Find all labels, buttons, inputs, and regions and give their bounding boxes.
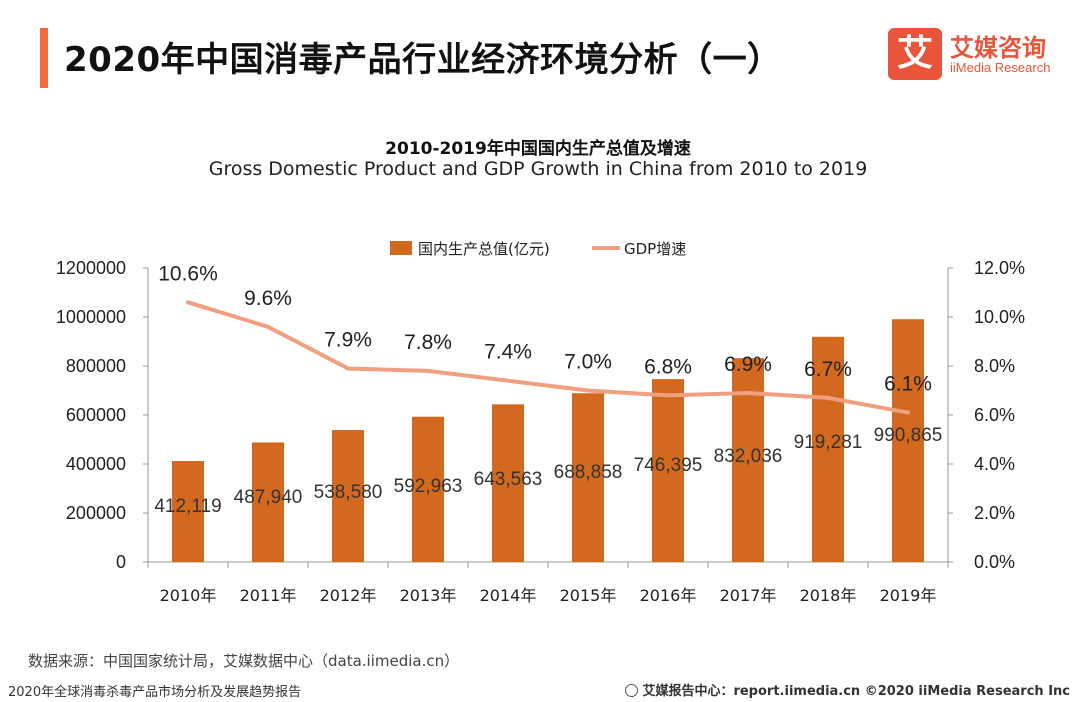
growth-point bbox=[266, 324, 270, 329]
gdp-bar bbox=[892, 319, 924, 562]
gdp-bar-label: 832,036 bbox=[714, 446, 783, 467]
left-axis-tick-label: 200000 bbox=[66, 503, 126, 523]
gdp-bar-label: 538,580 bbox=[314, 482, 383, 503]
growth-point bbox=[666, 393, 670, 398]
gdp-bar bbox=[652, 379, 684, 562]
x-axis-tick-label: 2016年 bbox=[640, 586, 697, 605]
chart-title: 2010-2019年中国国内生产总值及增速 bbox=[385, 139, 691, 159]
gdp-bar-label: 919,281 bbox=[794, 432, 863, 453]
gdp-bar-label: 688,858 bbox=[554, 462, 623, 483]
gdp-bar-label: 412,119 bbox=[154, 496, 221, 517]
x-axis-tick-label: 2018年 bbox=[800, 586, 857, 605]
right-axis-tick-label: 10.0% bbox=[974, 307, 1025, 327]
globe-icon bbox=[625, 684, 639, 697]
gdp-bar bbox=[572, 393, 604, 562]
growth-label: 7.9% bbox=[324, 328, 372, 351]
x-axis-tick-label: 2010年 bbox=[160, 586, 217, 605]
title-accent-bar bbox=[40, 28, 48, 88]
growth-label: 7.0% bbox=[564, 351, 612, 374]
growth-point bbox=[826, 395, 830, 400]
page-title: 2020年中国消毒产品行业经济环境分析（一） bbox=[64, 40, 782, 80]
gdp-bar bbox=[252, 442, 284, 562]
left-axis-tick-label: 400000 bbox=[66, 454, 126, 474]
x-axis-tick-label: 2017年 bbox=[720, 586, 777, 605]
growth-label: 7.8% bbox=[404, 331, 452, 354]
growth-point bbox=[426, 368, 430, 373]
growth-point bbox=[746, 390, 750, 395]
right-axis-tick-label: 12.0% bbox=[974, 258, 1025, 278]
growth-point bbox=[586, 388, 590, 393]
growth-label: 6.9% bbox=[724, 353, 772, 376]
growth-line bbox=[187, 300, 909, 415]
gdp-chart: 0 200000 400000 600000 800000 1000000 1200000 0… bbox=[56, 240, 1025, 605]
right-axis-tick-label: 6.0% bbox=[974, 405, 1015, 425]
left-axis-tick-label: 1000000 bbox=[56, 307, 126, 327]
brand-logo: 艾 艾媒咨询 iiMedia Research bbox=[888, 28, 1058, 82]
gdp-bar-label: 746,395 bbox=[634, 455, 703, 476]
legend-label-gdp: 国内生产总值(亿元) bbox=[418, 240, 550, 258]
gdp-bar bbox=[332, 430, 364, 562]
x-axis-tick-label: 2011年 bbox=[240, 586, 297, 605]
left-axis-tick-label: 600000 bbox=[66, 405, 126, 425]
x-axis-tick-label: 2013年 bbox=[400, 586, 457, 605]
left-axis-tick-label: 800000 bbox=[66, 356, 126, 376]
x-axis-tick-label: 2015年 bbox=[560, 586, 617, 605]
left-axis-tick-label: 1200000 bbox=[56, 258, 126, 278]
logo-name-en: iiMedia Research bbox=[950, 60, 1051, 75]
data-source: 数据来源：中国国家统计局，艾媒数据中心（data.iimedia.cn） bbox=[28, 652, 460, 670]
left-axis-tick-label: 0 bbox=[116, 552, 126, 572]
right-axis-tick-label: 4.0% bbox=[974, 454, 1015, 474]
right-axis-tick-label: 8.0% bbox=[974, 356, 1015, 376]
gdp-bar-label: 990,865 bbox=[874, 425, 943, 446]
growth-label: 6.8% bbox=[644, 355, 692, 378]
gdp-bar-label: 592,963 bbox=[394, 476, 463, 497]
growth-label: 6.7% bbox=[804, 358, 852, 381]
x-axis-tick-label: 2014年 bbox=[480, 586, 537, 605]
gdp-bar-label: 487,940 bbox=[234, 487, 303, 508]
legend-label-growth: GDP增速 bbox=[624, 240, 686, 258]
logo-mark: 艾 bbox=[888, 28, 942, 80]
growth-point bbox=[186, 300, 190, 305]
gdp-bar bbox=[172, 461, 204, 562]
gdp-bar bbox=[812, 336, 844, 562]
growth-point bbox=[906, 410, 910, 415]
chart-subtitle: Gross Domestic Product and GDP Growth in… bbox=[208, 158, 868, 180]
growth-point bbox=[506, 378, 510, 383]
growth-point bbox=[346, 366, 350, 371]
legend-swatch-gdp bbox=[390, 241, 412, 255]
footer-credit: 艾媒报告中心：report.iimedia.cn ©2020 iiMedia R… bbox=[625, 680, 1070, 699]
right-axis-tick-label: 2.0% bbox=[974, 503, 1015, 523]
logo-name-cn: 艾媒咨询 bbox=[950, 34, 1046, 62]
right-axis-tick-label: 0.0% bbox=[974, 552, 1015, 572]
growth-label: 6.1% bbox=[884, 373, 932, 396]
growth-label: 7.4% bbox=[484, 341, 532, 364]
gdp-bar bbox=[492, 404, 524, 562]
gdp-bar bbox=[412, 416, 444, 562]
growth-label: 9.6% bbox=[244, 287, 292, 310]
report-name: 2020年全球消毒杀毒产品市场分析及发展趋势报告 bbox=[8, 685, 302, 700]
growth-label: 10.6% bbox=[158, 262, 218, 285]
x-axis-tick-label: 2019年 bbox=[880, 586, 937, 605]
footer-credit-text: 艾媒报告中心：report.iimedia.cn ©2020 iiMedia R… bbox=[642, 684, 1070, 699]
gdp-bar-label: 643,563 bbox=[474, 469, 543, 490]
x-axis-tick-label: 2012年 bbox=[320, 586, 377, 605]
